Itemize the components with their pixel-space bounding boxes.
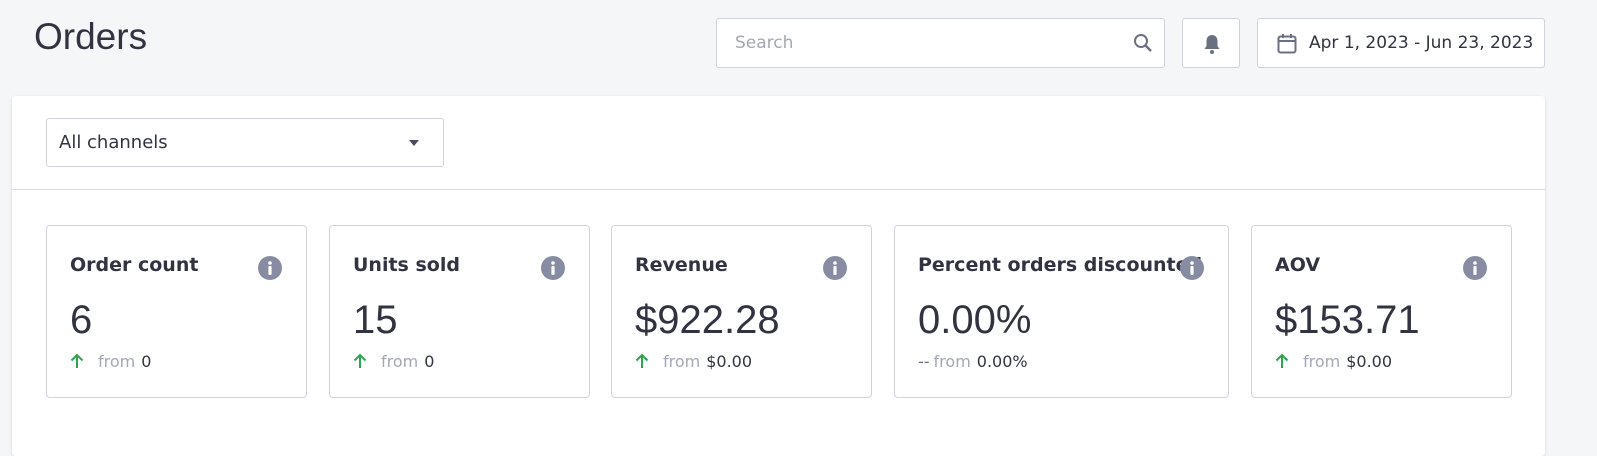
info-icon[interactable] [258,256,282,280]
card-title: Units sold [353,254,460,276]
search-icon [1134,34,1152,52]
card-value: 0.00% [918,298,1032,342]
previous-value: $0.00 [706,352,753,371]
card-value: 15 [353,298,398,342]
from-label: from [663,352,701,371]
bell-icon [1204,35,1220,54]
up-arrow [635,353,649,368]
metric-card: Revenue $922.28 from $0.00 [611,225,872,398]
card-comparison: -- from 0.00% [918,352,1028,371]
card-comparison: from $0.00 [1275,352,1392,371]
metric-card: Units sold 15 from 0 [329,225,590,398]
metric-card: Order count 6 from 0 [46,225,307,398]
card-value: $153.71 [1275,298,1420,342]
metric-card: Percent orders discounted 0.00% -- from 0.00… [894,225,1229,398]
caret-icon [409,140,419,146]
date-range-button[interactable]: Apr 1, 2023 - Jun 23, 2023 [1257,18,1545,68]
info-icon[interactable] [1180,256,1204,280]
up-arrow [70,353,84,368]
page: Orders Search Apr 1, 2023 - Jun 23, 2023… [12,16,1545,398]
info-icon[interactable] [1463,256,1487,280]
search-placeholder: Search [735,33,794,53]
previous-value: 0 [424,352,435,371]
card-title: Revenue [635,254,728,276]
up-arrow [353,353,367,368]
channel-label: All channels [59,132,168,153]
divider [12,189,1545,190]
card-comparison: from $0.00 [635,352,752,371]
previous-value: 0.00% [976,352,1028,371]
info-icon[interactable] [541,256,565,280]
page-title: Orders [34,16,148,57]
from-label: from [98,352,136,371]
calendar-icon [1277,34,1297,54]
metric-card: AOV $153.71 from $0.00 [1251,225,1512,398]
date-range-label: Apr 1, 2023 - Jun 23, 2023 [1309,33,1534,53]
card-title: Percent orders discounted [918,254,1203,276]
card-comparison: from 0 [353,352,434,371]
from-label: from [1303,352,1341,371]
previous-value: 0 [141,352,152,371]
from-label: from [933,352,971,371]
change-indicator: -- [918,352,930,371]
channel-dropdown[interactable]: All channels [46,118,444,167]
previous-value: $0.00 [1346,352,1393,371]
info-icon[interactable] [823,256,847,280]
card-value: $922.28 [635,298,780,342]
from-label: from [381,352,419,371]
card-title: Order count [70,254,199,276]
up-arrow [1275,353,1289,368]
notifications-button[interactable] [1182,18,1240,68]
card-comparison: from 0 [70,352,151,371]
card-title: AOV [1275,254,1321,276]
card-value: 6 [70,298,93,342]
search-box[interactable]: Search [716,18,1165,68]
